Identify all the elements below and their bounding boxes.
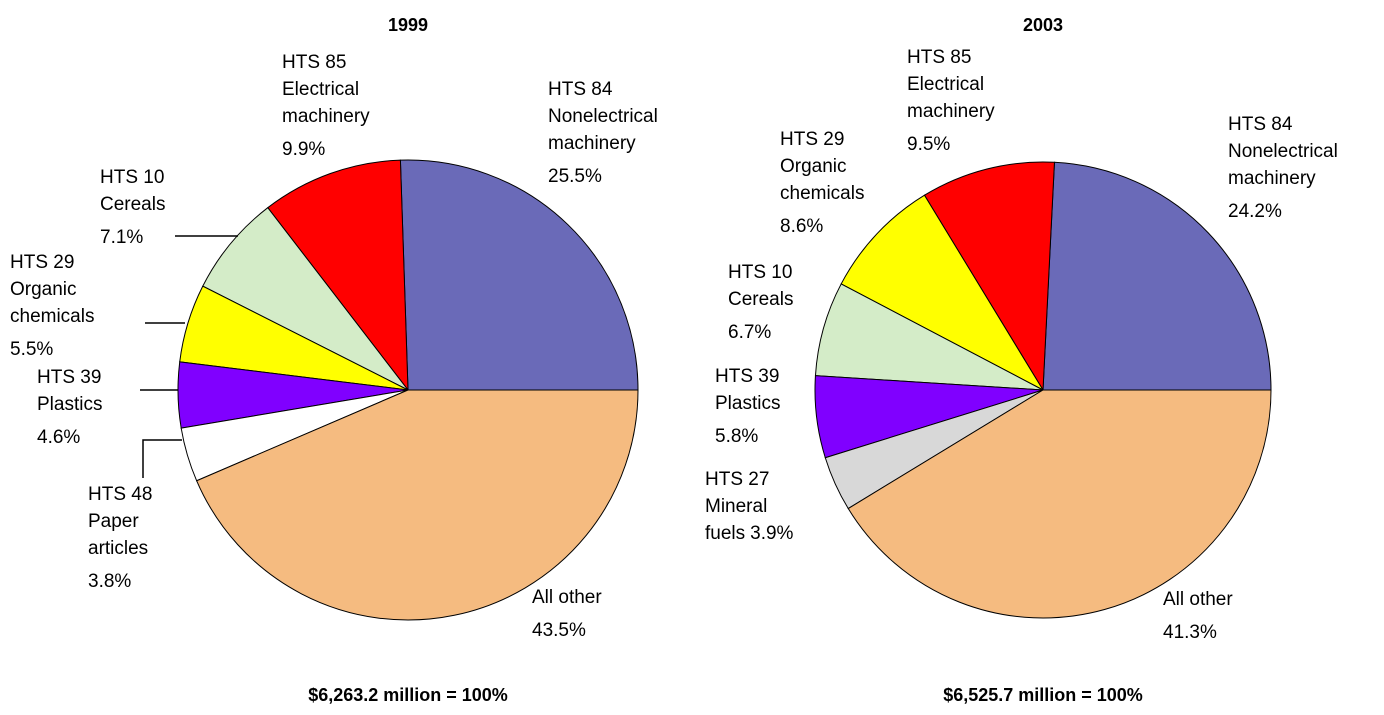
slice-label: HTS 29 Organic chemicals <box>780 129 864 204</box>
label-line: machinery <box>907 101 995 122</box>
leader-line <box>142 439 182 478</box>
slice-value-label: 9.5% <box>907 134 950 155</box>
slice-label: HTS 39 Plastics <box>37 367 102 415</box>
slice-label: HTS 84 Nonelectrical machinery <box>548 79 658 154</box>
slice-label: HTS 48 Paper articles <box>88 484 152 559</box>
slice-value-label: 7.1% <box>100 227 143 248</box>
slice-label: HTS 84 Nonelectrical machinery <box>1228 114 1338 189</box>
slice-label: HTS 39 Plastics <box>715 366 780 414</box>
chart-footer: $6,263.2 million = 100% <box>308 685 508 705</box>
label-line: HTS 29 <box>10 252 74 273</box>
label-line: Electrical <box>282 79 359 100</box>
chart-footer: $6,525.7 million = 100% <box>943 685 1143 705</box>
label-line: HTS 39 <box>715 366 779 387</box>
label-line: Organic <box>10 279 77 300</box>
label-line: HTS 85 <box>907 47 971 68</box>
pie-slice <box>840 194 1045 392</box>
label-line: fuels <box>705 523 745 544</box>
slice-value-label: 4.6% <box>37 427 80 448</box>
pie-slice <box>399 159 639 391</box>
label-line: Mineral <box>705 496 767 517</box>
slice-value-label: 6.7% <box>728 322 771 343</box>
label-line: Cereals <box>100 194 165 215</box>
slice-value-label: 5.8% <box>715 426 758 447</box>
slice-value-label: 9.9% <box>282 139 325 160</box>
chart-title: 1999 <box>388 15 428 35</box>
label-line: Plastics <box>37 394 102 415</box>
pie-slice <box>202 206 409 391</box>
slice-label: HTS 85 Electrical machinery <box>282 52 370 127</box>
slice-value-label: 5.5% <box>10 339 53 360</box>
label-line: articles <box>88 538 148 559</box>
pie-slice <box>267 159 409 392</box>
slice-value-label: 3.9% <box>750 523 793 544</box>
label-line: Paper <box>88 511 139 532</box>
label-line: HTS 10 <box>728 262 792 283</box>
slice-label: HTS 27 Mineral fuels <box>705 469 769 544</box>
slice-value-label: 25.5% <box>548 166 602 187</box>
pie-slice <box>923 161 1055 392</box>
slice-label: HTS 10 Cereals <box>100 167 165 215</box>
label-line: chemicals <box>780 183 864 204</box>
label-line: All other <box>1163 589 1233 610</box>
label-line: machinery <box>282 106 370 127</box>
slice-value-label: 41.3% <box>1163 622 1217 643</box>
slice-value-label: 43.5% <box>532 620 586 641</box>
slice-label: All other <box>1163 589 1233 610</box>
pie-slice <box>847 389 1272 619</box>
label-line: HTS 84 <box>548 79 613 100</box>
label-line: HTS 39 <box>37 367 101 388</box>
chart-title: 2003 <box>1023 15 1063 35</box>
pie-slice <box>196 389 639 621</box>
slice-value-label: 3.8% <box>88 571 131 592</box>
label-line: Organic <box>780 156 847 177</box>
label-line: machinery <box>548 133 636 154</box>
slice-value-label: 8.6% <box>780 216 823 237</box>
slice-value-label: 24.2% <box>1228 201 1282 222</box>
slice-label: HTS 85 Electrical machinery <box>907 47 995 122</box>
label-line: Electrical <box>907 74 984 95</box>
label-line: HTS 85 <box>282 52 346 73</box>
label-line: HTS 10 <box>100 167 164 188</box>
pie-slice <box>1042 161 1272 391</box>
slice-label: HTS 10 Cereals <box>728 262 793 310</box>
label-line: Nonelectrical <box>548 106 658 127</box>
label-line: All other <box>532 587 602 608</box>
label-line: HTS 29 <box>780 129 844 150</box>
slice-label: All other <box>532 587 602 608</box>
label-line: HTS 27 <box>705 469 769 490</box>
label-line: Plastics <box>715 393 780 414</box>
label-line: machinery <box>1228 168 1316 189</box>
label-line: HTS 84 <box>1228 114 1293 135</box>
label-line: Cereals <box>728 289 793 310</box>
label-line: chemicals <box>10 306 94 327</box>
slice-label: HTS 29 Organic chemicals <box>10 252 94 327</box>
label-line: HTS 48 <box>88 484 152 505</box>
label-line: Nonelectrical <box>1228 141 1338 162</box>
